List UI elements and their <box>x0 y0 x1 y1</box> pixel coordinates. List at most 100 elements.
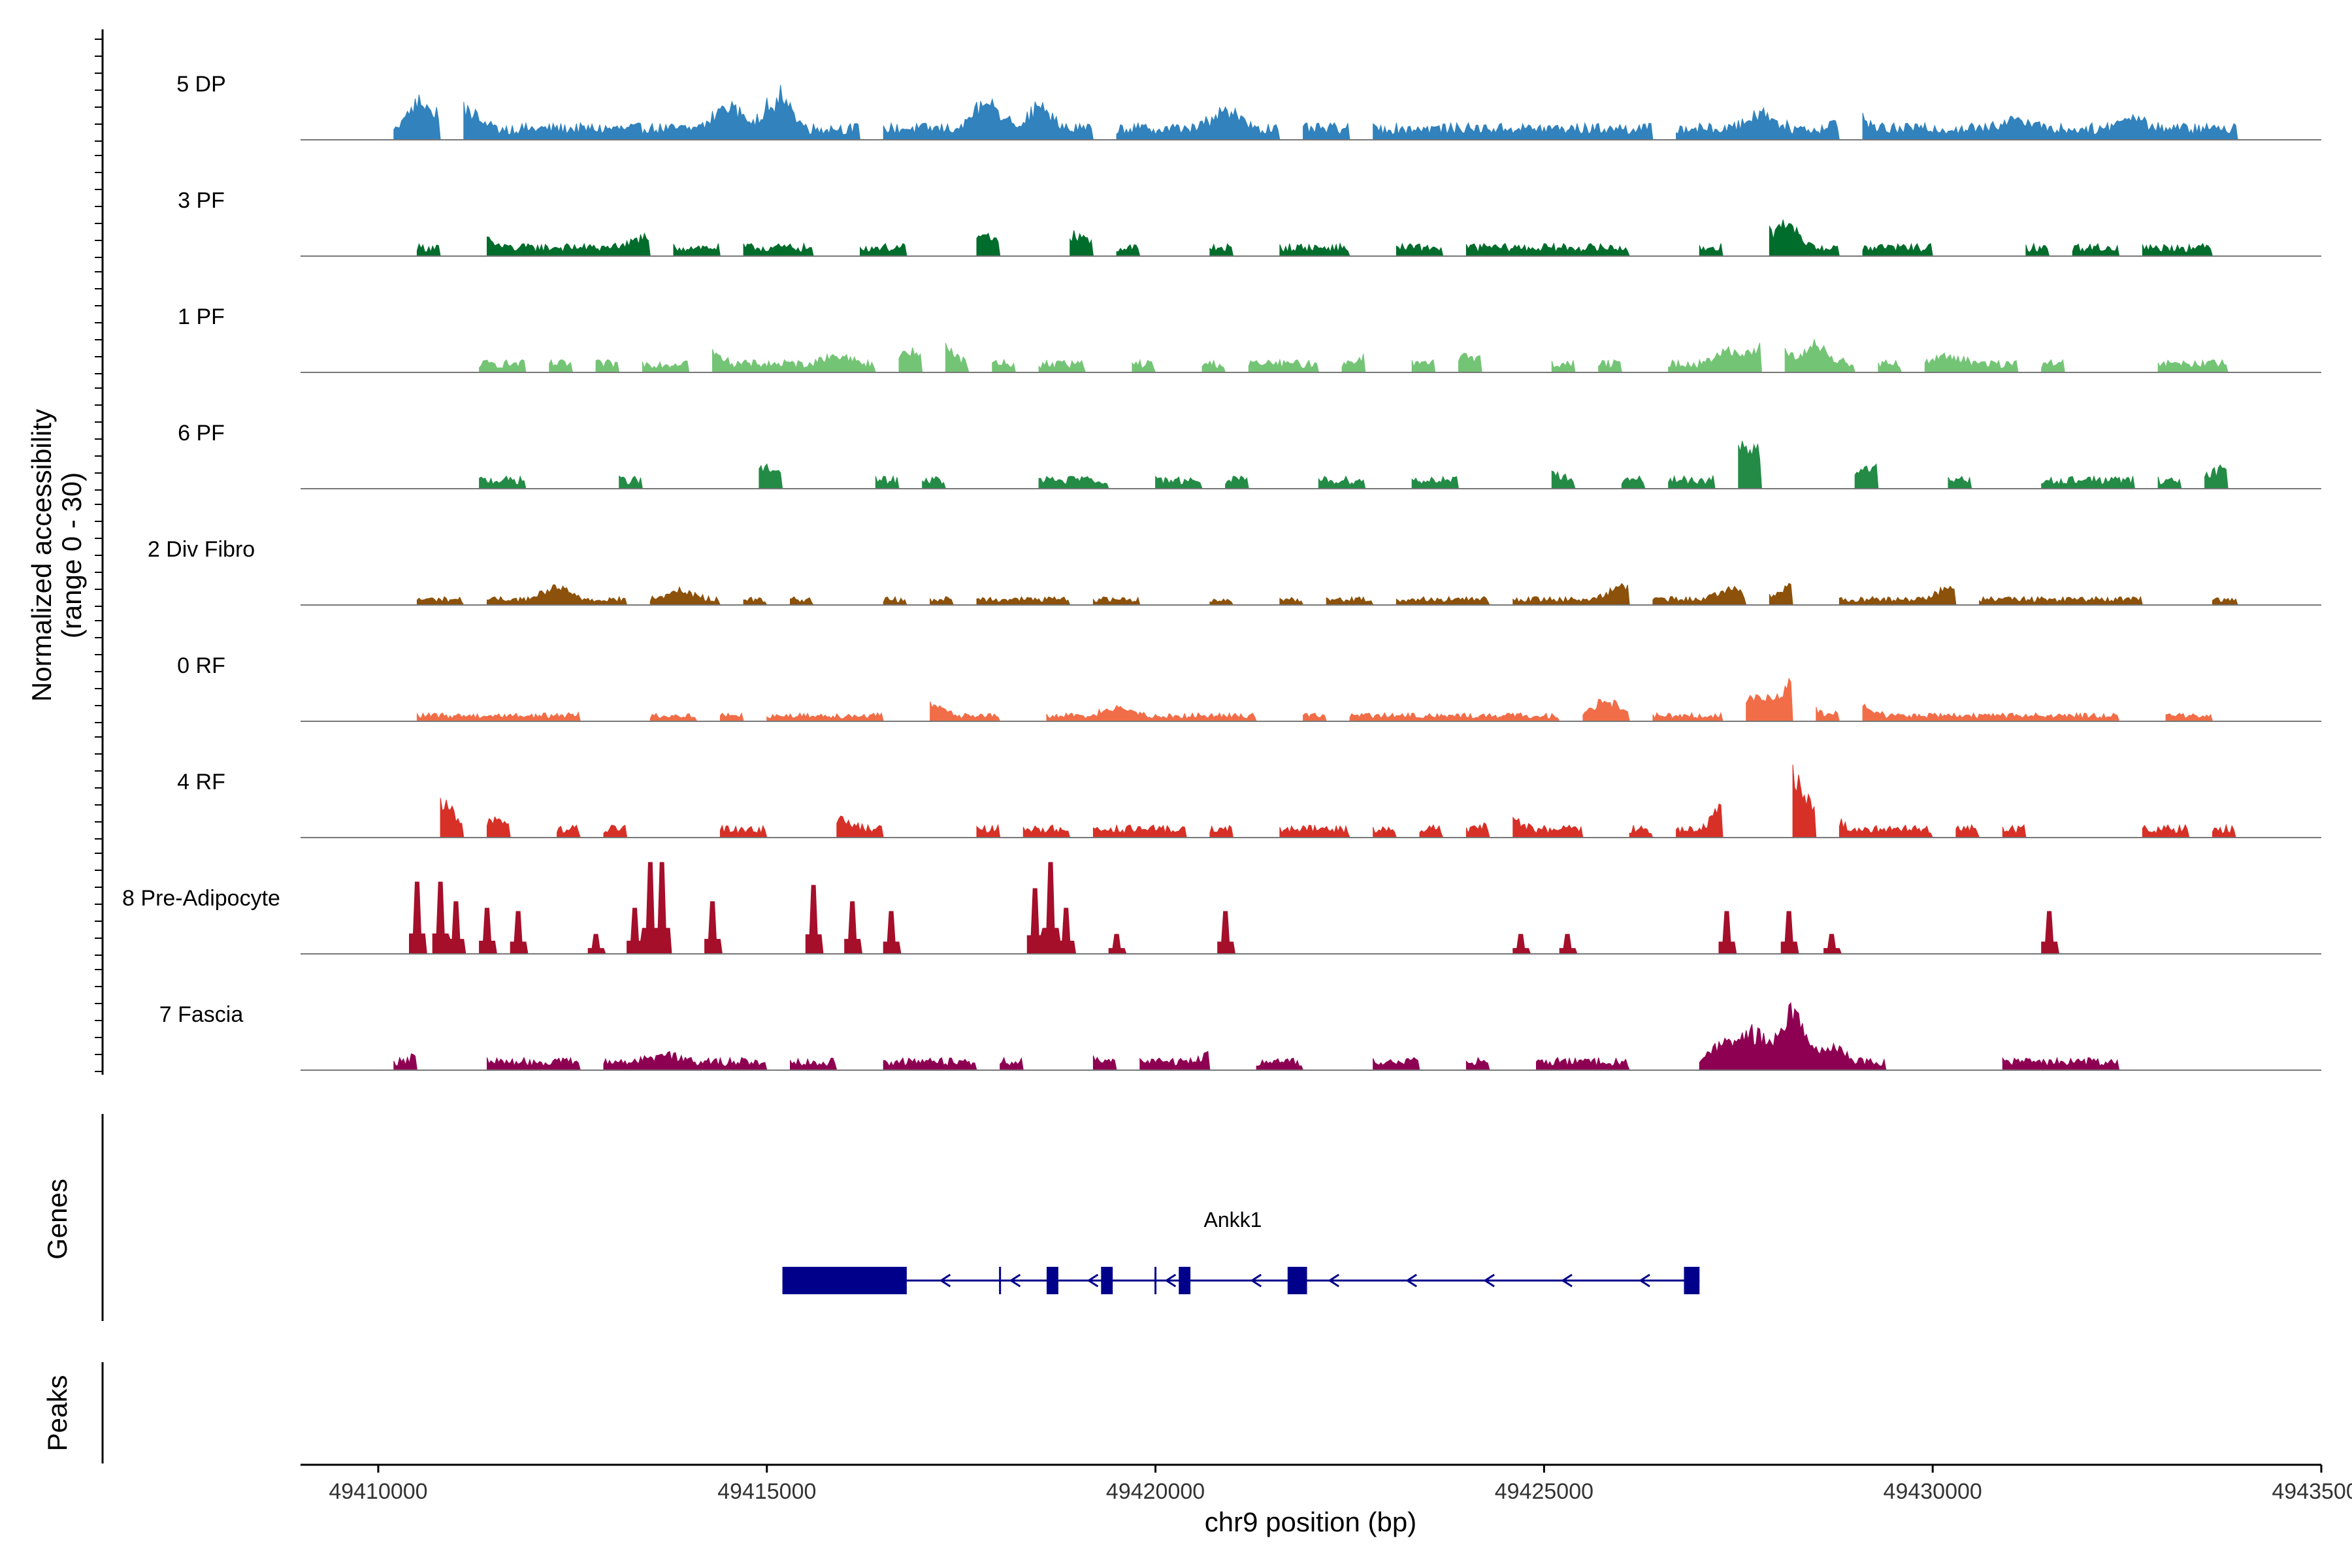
signal-area <box>976 233 1001 257</box>
signal-area <box>1854 463 1879 489</box>
signal-area <box>1139 1051 1211 1071</box>
track-1-pf: 1 PF <box>178 304 2321 373</box>
signal-area <box>1598 359 1622 373</box>
signal-area <box>1862 112 2238 140</box>
signal-area <box>1458 353 1482 373</box>
signal-area <box>766 711 884 722</box>
signal-area <box>1676 106 1840 140</box>
signal-area <box>1248 358 1320 373</box>
signal-area <box>2142 242 2213 257</box>
signal-area <box>487 816 511 838</box>
signal-area <box>1201 359 1226 373</box>
y-axis-title-group: Normalized accessibility (range 0 - 30) <box>26 29 104 1075</box>
signal-area <box>2142 824 2190 838</box>
x-tick-label: 49410000 <box>329 1479 427 1504</box>
signal-area <box>1341 353 1366 373</box>
gene-exon <box>1101 1267 1113 1294</box>
y-axis-range: (range 0 - 30) <box>56 472 87 638</box>
signal-area <box>1816 706 1840 722</box>
signal-area <box>1209 598 1234 606</box>
signal-area <box>393 1053 417 1071</box>
signal-area <box>627 862 672 955</box>
signal-area <box>1823 934 1842 955</box>
signal-area <box>1092 1055 1117 1071</box>
gene-strand-arrow <box>1164 1273 1177 1288</box>
signal-area <box>2165 713 2213 722</box>
signal-area <box>416 242 441 257</box>
signal-area <box>976 823 1001 838</box>
signal-area <box>1396 595 1490 606</box>
signal-area <box>1373 826 1397 838</box>
signal-area <box>1116 244 1141 257</box>
signal-area <box>883 97 1094 140</box>
track-label: 3 PF <box>178 188 225 213</box>
signal-area <box>1349 711 1561 722</box>
signal-area <box>2157 359 2229 373</box>
gene-strand-arrow <box>1009 1273 1021 1288</box>
signal-area <box>1769 220 1840 257</box>
gene-strand-arrow <box>1639 1273 1650 1288</box>
gene-exon <box>1684 1267 1700 1294</box>
signal-area <box>2212 823 2236 838</box>
signal-area <box>440 798 465 838</box>
signal-area <box>642 360 690 373</box>
signal-area <box>1780 911 1799 955</box>
signal-area <box>1411 359 1436 373</box>
track-3-pf: 3 PF <box>178 188 2321 257</box>
signal-area <box>1465 242 1630 257</box>
signal-area <box>2025 242 2050 257</box>
signal-area <box>1769 583 1793 606</box>
track-7-fascia: 7 Fascia <box>159 1002 2321 1071</box>
peaks-panel-label: Peaks <box>42 1375 73 1452</box>
signal-area <box>393 94 441 140</box>
signal-area <box>619 475 643 489</box>
signal-area <box>1924 352 2019 373</box>
signal-area <box>1878 359 1903 373</box>
gene-exon <box>1287 1267 1307 1294</box>
x-tick-label: 49430000 <box>1884 1479 1982 1504</box>
signal-area <box>1838 818 1933 838</box>
signal-area <box>603 825 628 838</box>
gene-label: Ankk1 <box>1204 1208 1262 1232</box>
signal-area <box>1209 825 1234 838</box>
y-axis-title: Normalized accessibility <box>26 409 57 702</box>
track-label: 6 PF <box>178 421 225 446</box>
gene-exon <box>1047 1267 1058 1294</box>
genes-panel: Genes Ankk1 <box>42 1114 1700 1321</box>
track-4-rf: 4 RF <box>177 764 2321 838</box>
signal-area <box>860 242 907 257</box>
signal-area <box>1668 342 1763 373</box>
signal-area <box>409 881 427 955</box>
track-8-pre-adipocyte: 8 Pre-Adipocyte <box>122 862 2321 955</box>
signal-area <box>790 1057 838 1071</box>
peaks-panel: Peaks <box>42 1362 104 1463</box>
signal-area <box>1373 122 1654 140</box>
signal-area <box>1699 243 1723 257</box>
x-tick-label: 49425000 <box>1495 1479 1593 1504</box>
signal-area <box>487 1056 581 1071</box>
track-label: 1 PF <box>178 304 225 329</box>
gene-strand-arrow <box>1561 1273 1573 1288</box>
x-tick-label: 49435000 <box>2272 1479 2352 1504</box>
gene-strand-arrow <box>1405 1273 1417 1288</box>
signal-area <box>1411 475 1460 489</box>
signal-area <box>1419 824 1444 838</box>
track-label: 0 RF <box>177 653 225 678</box>
signal-area <box>743 242 814 257</box>
gene-strand-arrow <box>1086 1273 1099 1288</box>
track-2-div-fibro: 2 Div Fibro <box>148 537 2321 606</box>
signal-area <box>2002 1056 2120 1071</box>
signal-area <box>759 463 783 489</box>
signal-area <box>1629 825 1654 838</box>
signal-area <box>1046 704 1257 722</box>
signal-area <box>1225 475 1249 489</box>
signal-area <box>1668 474 1716 489</box>
signal-area <box>1699 1002 1887 1071</box>
signal-area <box>712 349 876 373</box>
signal-area <box>1373 1057 1420 1071</box>
signal-area <box>1070 230 1094 257</box>
signal-area <box>587 934 606 955</box>
signal-area <box>487 584 628 606</box>
signal-area <box>1465 1056 1490 1071</box>
signal-area <box>719 712 744 722</box>
